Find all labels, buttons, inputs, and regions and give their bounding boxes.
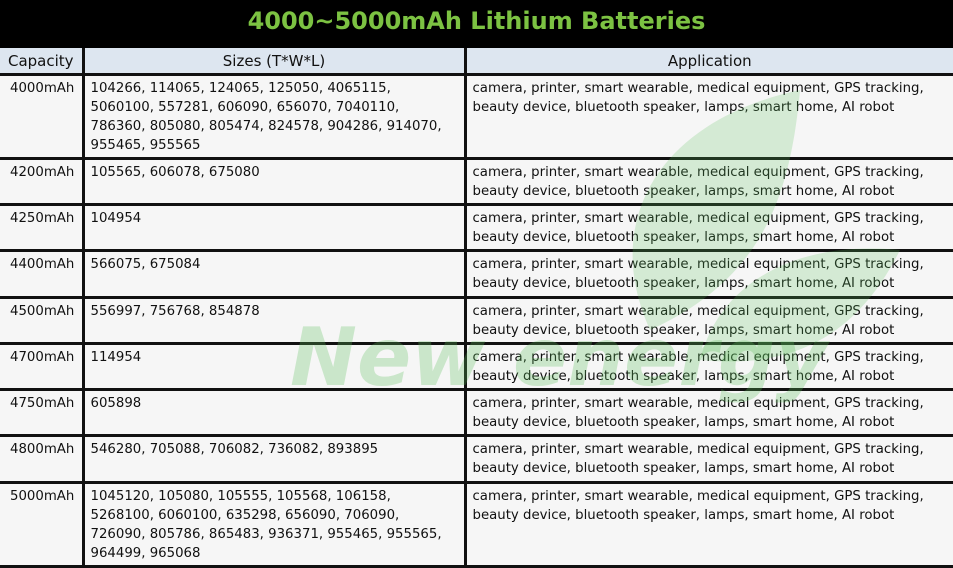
cell-capacity: 4500mAh — [0, 296, 85, 345]
table-row: 4700mAh 114954 camera, printer, smart wear… — [0, 342, 953, 391]
header-capacity: Capacity — [0, 44, 85, 76]
header-row: Capacity Sizes (T*W*L) Application — [0, 44, 953, 76]
cell-sizes: 104954 — [81, 203, 467, 252]
cell-application: camera, printer, smart wearable, medical… — [463, 73, 953, 160]
header-sizes: Sizes (T*W*L) — [81, 44, 467, 76]
cell-capacity: 4000mAh — [0, 73, 85, 160]
cell-sizes: 605898 — [81, 388, 467, 437]
cell-sizes: 546280, 705088, 706082, 736082, 893895 — [81, 434, 467, 484]
table-row: 4000mAh 104266, 114065, 124065, 125050, 4… — [0, 73, 953, 160]
page-title: 4000~5000mAh Lithium Batteries — [0, 0, 953, 44]
cell-sizes: 114954 — [81, 342, 467, 391]
table-row: 5000mAh 1045120, 105080, 105555, 105568, … — [0, 481, 953, 568]
cell-application: camera, printer, smart wearable, medical… — [463, 342, 953, 391]
table-row: 4800mAh 546280, 705088, 706082, 736082, 8… — [0, 434, 953, 484]
cell-capacity: 4250mAh — [0, 203, 85, 252]
cell-application: camera, printer, smart wearable, medical… — [463, 249, 953, 299]
cell-application: camera, printer, smart wearable, medical… — [463, 434, 953, 484]
table-row: 4200mAh 105565, 606078, 675080 camera, pri… — [0, 157, 953, 206]
table-row: 4400mAh 566075, 675084 camera, printer, sm… — [0, 249, 953, 299]
cell-application: camera, printer, smart wearable, medical… — [463, 388, 953, 437]
cell-sizes: 105565, 606078, 675080 — [81, 157, 467, 206]
cell-capacity: 4800mAh — [0, 434, 85, 484]
table-row: 4500mAh 556997, 756768, 854878 camera, pri… — [0, 296, 953, 345]
cell-capacity: 5000mAh — [0, 481, 85, 568]
cell-sizes: 104266, 114065, 124065, 125050, 4065115,… — [81, 73, 467, 160]
cell-application: camera, printer, smart wearable, medical… — [463, 296, 953, 345]
cell-application: camera, printer, smart wearable, medical… — [463, 203, 953, 252]
table-row: 4750mAh 605898 camera, printer, smart wear… — [0, 388, 953, 437]
cell-application: camera, printer, smart wearable, medical… — [463, 481, 953, 568]
cell-capacity: 4700mAh — [0, 342, 85, 391]
cell-application: camera, printer, smart wearable, medical… — [463, 157, 953, 206]
cell-sizes: 1045120, 105080, 105555, 105568, 106158,… — [81, 481, 467, 568]
cell-sizes: 566075, 675084 — [81, 249, 467, 299]
header-application: Application — [463, 44, 953, 76]
table-row: 4250mAh 104954 camera, printer, smart wear… — [0, 203, 953, 252]
cell-capacity: 4200mAh — [0, 157, 85, 206]
battery-table: Capacity Sizes (T*W*L) Application 4000m… — [0, 44, 953, 568]
cell-sizes: 556997, 756768, 854878 — [81, 296, 467, 345]
cell-capacity: 4750mAh — [0, 388, 85, 437]
cell-capacity: 4400mAh — [0, 249, 85, 299]
